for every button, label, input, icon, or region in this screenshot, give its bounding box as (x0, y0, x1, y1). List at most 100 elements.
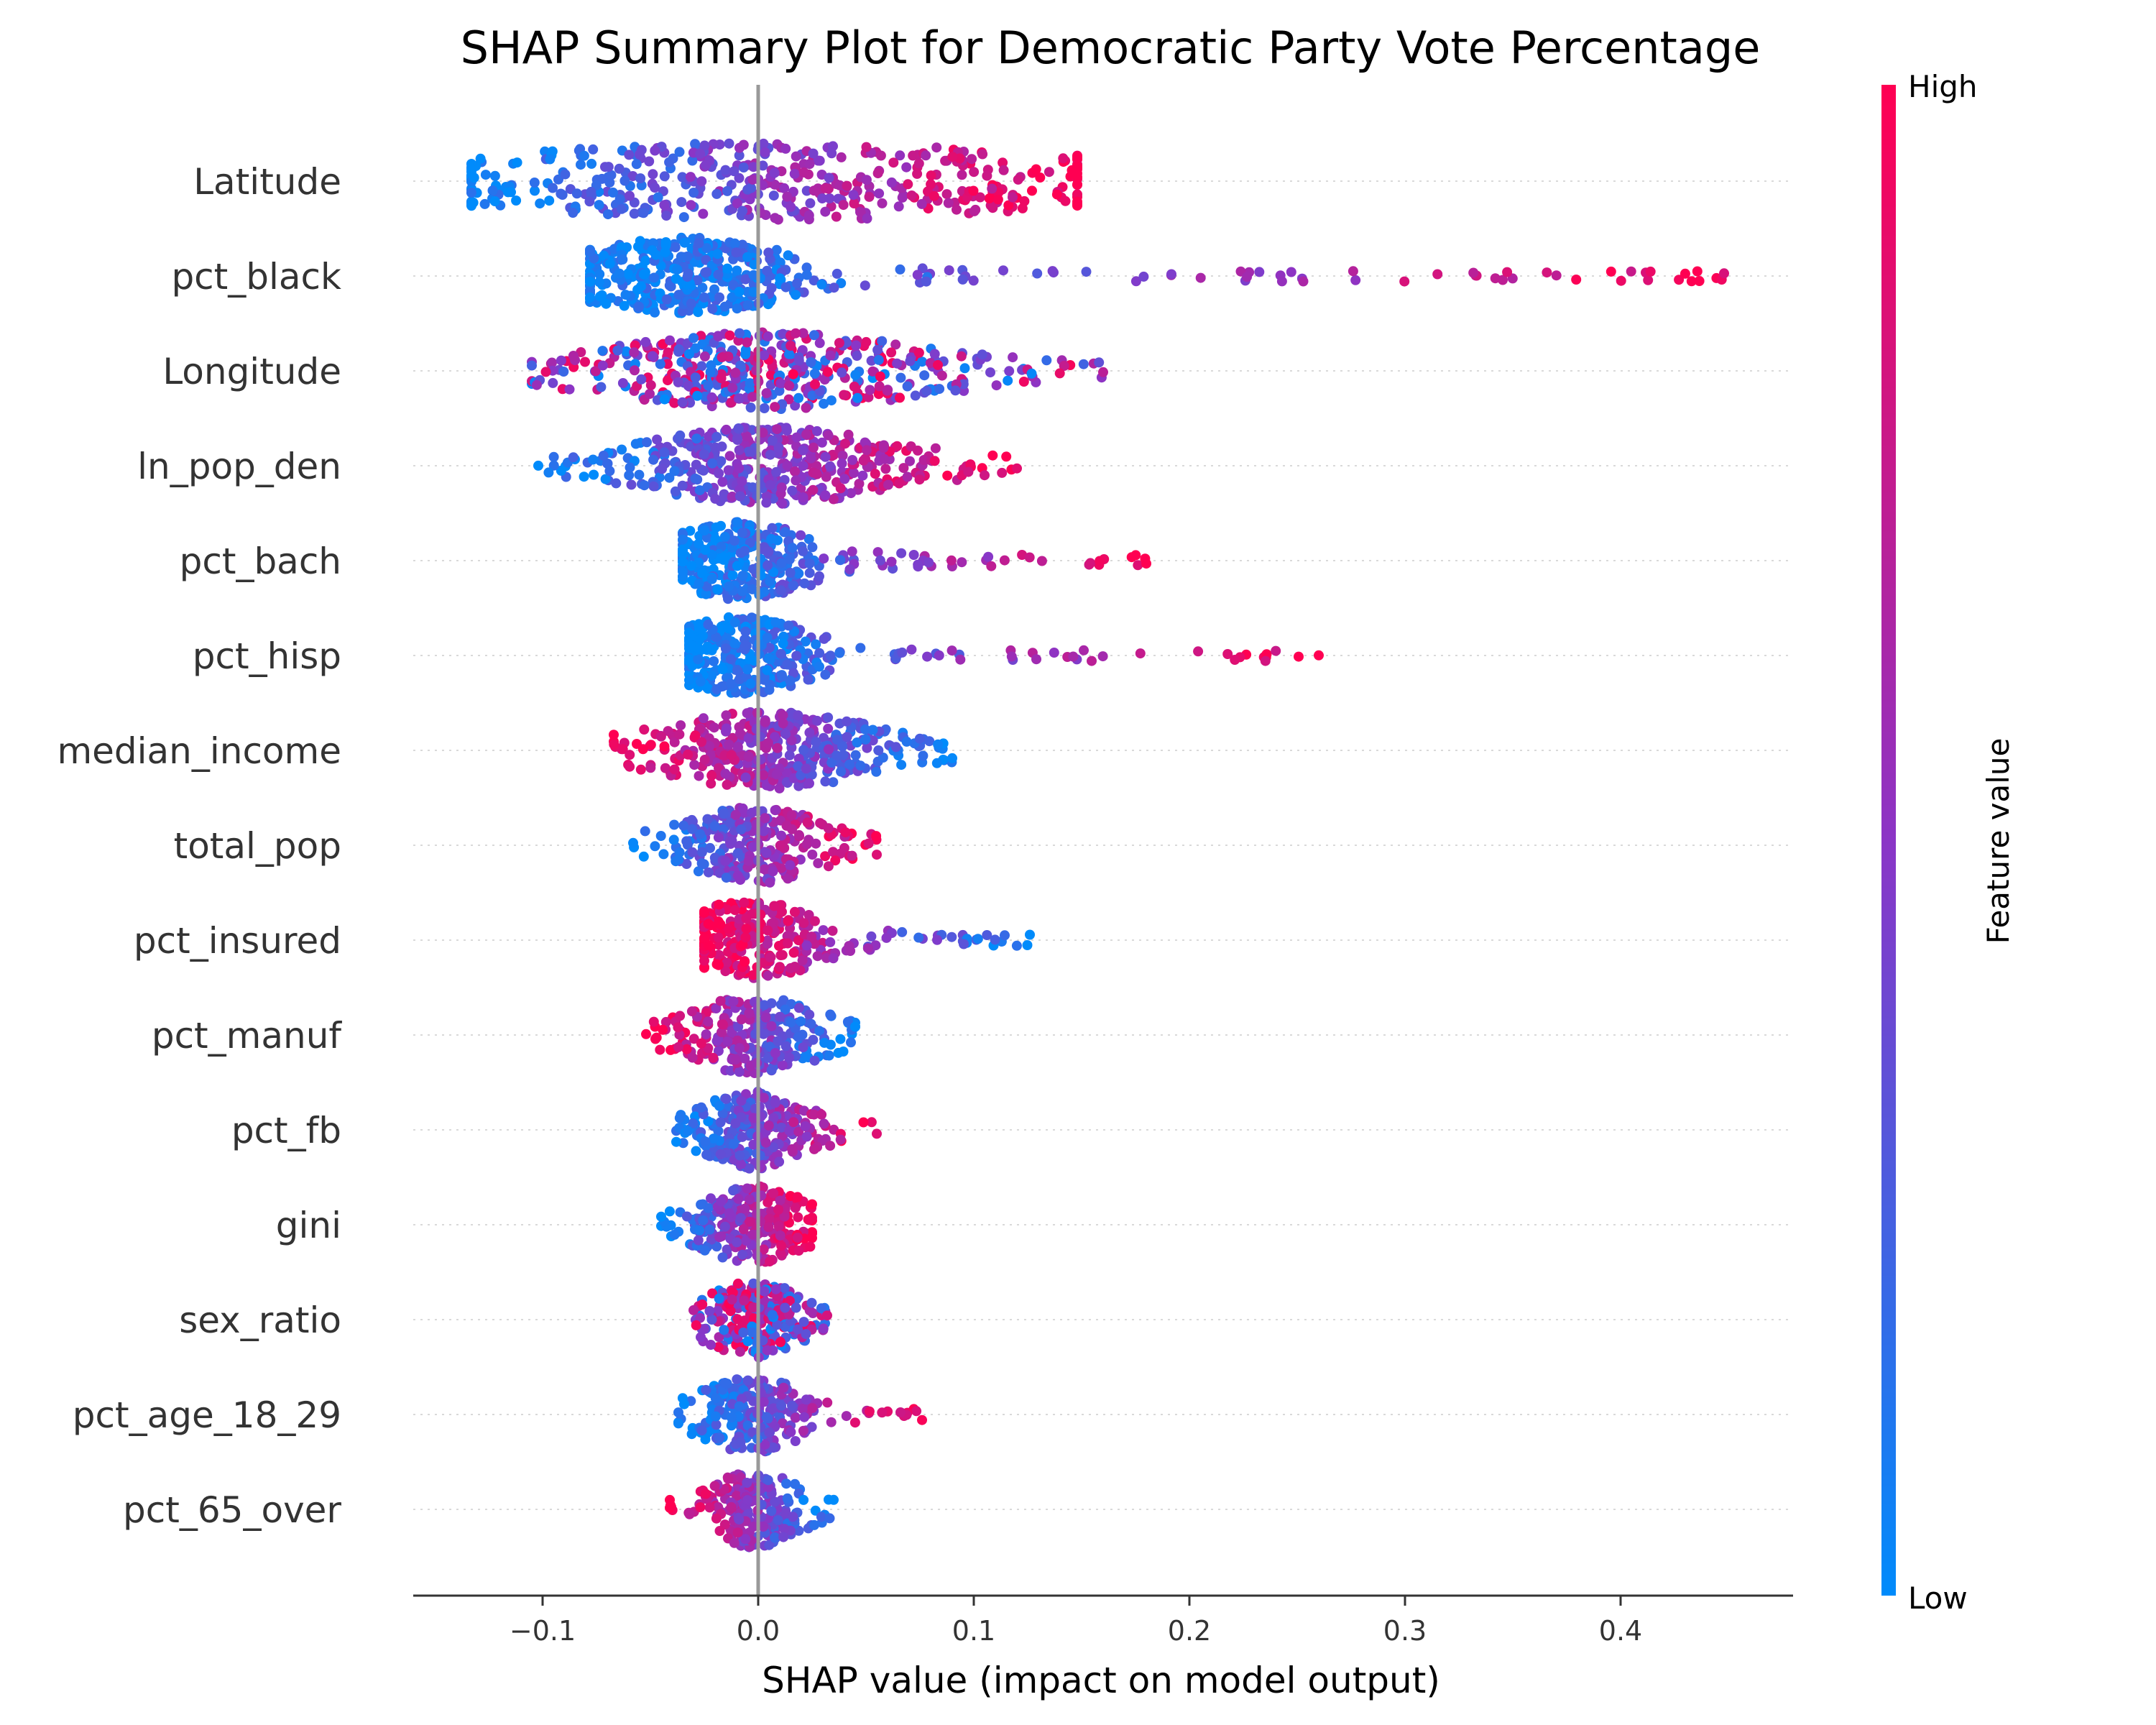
shap-point (728, 280, 739, 290)
shap-point (634, 469, 645, 480)
shap-point (692, 275, 703, 285)
shap-point (766, 1506, 777, 1517)
shap-point (773, 442, 784, 453)
shap-point (806, 1018, 816, 1029)
shap-point (564, 384, 575, 395)
shap-point (843, 429, 854, 440)
chart-title: SHAP Summary Plot for Democratic Party V… (461, 22, 1761, 74)
shap-point (633, 242, 643, 252)
shap-point (747, 1229, 758, 1240)
shap-point (785, 676, 796, 686)
shap-point (829, 282, 839, 293)
shap-point (770, 1532, 780, 1542)
shap-point (617, 254, 628, 264)
shap-point (669, 764, 680, 775)
shap-point (788, 947, 799, 958)
shap-point (817, 193, 828, 204)
shap-point (506, 187, 516, 198)
shap-point (715, 1117, 726, 1128)
shap-point (701, 581, 712, 592)
shap-point (805, 198, 816, 208)
shap-point (737, 1249, 748, 1260)
shap-point (736, 1159, 746, 1169)
shap-point (715, 919, 726, 929)
shap-point (710, 1393, 721, 1404)
shap-point (650, 145, 660, 156)
shap-point (877, 198, 888, 208)
shap-point (614, 268, 625, 279)
shap-point (823, 723, 834, 734)
shap-point (1097, 651, 1108, 662)
shap-point (677, 172, 688, 183)
shap-point (722, 779, 732, 790)
shap-point (803, 210, 814, 221)
shap-point (775, 648, 786, 659)
shap-point (727, 292, 737, 303)
shap-point (727, 570, 738, 581)
shap-point (737, 528, 747, 538)
shap-point (745, 678, 756, 689)
shap-point (931, 758, 942, 768)
shap-point (765, 479, 775, 490)
shap-point (861, 336, 872, 347)
shap-point (707, 303, 718, 314)
shap-point (724, 581, 734, 592)
shap-point (543, 467, 554, 478)
shap-point (770, 213, 780, 224)
shap-point (791, 290, 801, 300)
shap-point (950, 385, 961, 396)
feature-point-group (585, 232, 1729, 318)
shap-point (712, 584, 723, 595)
shap-point (704, 1502, 715, 1513)
shap-point (968, 275, 979, 286)
shap-point (1626, 266, 1636, 277)
shap-point (816, 279, 827, 290)
shap-point (733, 1278, 743, 1289)
shap-point (806, 453, 816, 464)
shap-point (632, 285, 643, 295)
shap-point (977, 349, 987, 360)
x-axis: −0.1 0.0 0.1 0.2 0.3 0.4 (413, 1594, 1793, 1647)
shap-point (758, 770, 769, 781)
shap-point (791, 278, 802, 289)
shap-point (601, 298, 612, 309)
shap-point (735, 360, 746, 371)
shap-point (792, 1232, 803, 1243)
shap-point (758, 826, 769, 837)
shap-point (585, 292, 595, 303)
shap-point (723, 622, 733, 633)
shap-point (727, 491, 737, 502)
shap-point (547, 357, 557, 368)
shap-point (659, 394, 670, 405)
shap-point (791, 328, 801, 339)
shap-point (792, 1192, 803, 1202)
shap-point (910, 390, 921, 401)
shap-point (677, 1393, 688, 1404)
shap-point (742, 1336, 753, 1347)
shap-point (793, 753, 804, 764)
shap-point (848, 190, 859, 201)
shap-point (711, 1513, 722, 1524)
shap-point (840, 827, 851, 837)
shap-point (732, 1374, 742, 1385)
shap-point (952, 204, 962, 215)
shap-point (862, 742, 872, 753)
shap-point (824, 172, 834, 183)
shap-point (738, 162, 749, 172)
shap-point (560, 169, 571, 180)
shap-point (1068, 651, 1079, 662)
shap-point (656, 1211, 666, 1222)
shap-point (699, 525, 710, 536)
shap-point (825, 650, 836, 661)
shap-point (650, 307, 660, 318)
shap-point (896, 548, 907, 558)
shap-point (684, 627, 694, 638)
shap-point (1271, 645, 1281, 656)
shap-point (695, 148, 706, 159)
shap-point (860, 724, 871, 735)
shap-point (732, 742, 743, 753)
shap-point (890, 742, 901, 753)
shap-point (762, 265, 773, 276)
shap-point (726, 654, 736, 665)
shap-point (764, 643, 775, 653)
